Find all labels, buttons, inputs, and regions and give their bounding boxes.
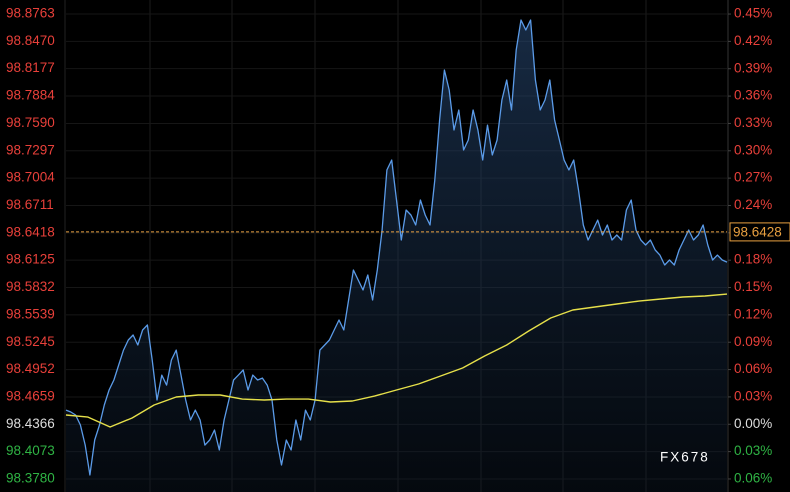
y-tick-label: 98.5832 [6,279,55,294]
y-tick-label: 98.6711 [6,197,54,212]
last-price-box [729,222,790,242]
y2-tick-label: 0.06% [734,361,772,376]
y2-tick-label: 0.15% [734,279,772,294]
y-tick-label: 98.8763 [6,6,55,21]
y2-tick-label: 0.06% [734,471,772,486]
y-tick-label: 98.3780 [6,471,55,486]
y2-tick-label: 0.09% [734,334,772,349]
y-tick-label: 98.4952 [6,361,55,376]
y-tick-label: 98.6418 [6,224,55,239]
y2-tick-label: 0.24% [734,197,772,212]
average-line [65,293,728,428]
y2-tick-label: 0.39% [734,60,772,75]
y-tick-label: 98.4366 [6,416,55,431]
y-tick-label: 98.8470 [6,33,55,48]
y-tick-label: 98.5539 [6,306,55,321]
last-price-label: 98.6428 [733,224,782,239]
watermark: FX678 [660,450,710,465]
area [66,20,727,492]
y2-tick-label: 0.33% [734,115,772,130]
y2-tick-label: 0.12% [734,306,772,321]
y-tick-label: 98.5245 [6,334,55,349]
y2-tick-label: 0.03% [734,443,772,458]
y2-tick-label: 0.27% [734,170,772,185]
y-tick-label: 98.6125 [6,252,55,267]
y-tick-label: 98.4659 [6,389,55,404]
y-tick-label: 98.4073 [6,443,55,458]
y2-tick-label: 0.42% [734,33,772,48]
y-tick-label: 98.7590 [6,115,55,130]
y2-tick-label: 0.45% [734,6,772,21]
y2-tick-label: 0.03% [734,388,772,403]
y-tick-label: 98.7884 [6,88,55,103]
y2-tick-label: 0.30% [734,142,772,157]
y-tick-label: 98.8177 [6,60,55,75]
y2-tick-label: 0.36% [734,88,772,103]
y2-tick-label: 0.18% [734,252,772,267]
y-tick-label: 98.7297 [6,142,55,157]
price-line [65,19,728,476]
y-tick-label: 98.7004 [6,170,55,185]
y2-tick-label: 0.00% [734,416,772,431]
